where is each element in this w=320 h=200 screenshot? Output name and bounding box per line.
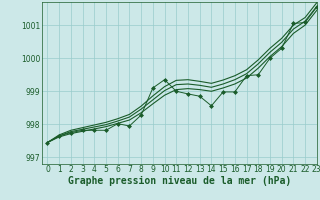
X-axis label: Graphe pression niveau de la mer (hPa): Graphe pression niveau de la mer (hPa) [68,176,291,186]
